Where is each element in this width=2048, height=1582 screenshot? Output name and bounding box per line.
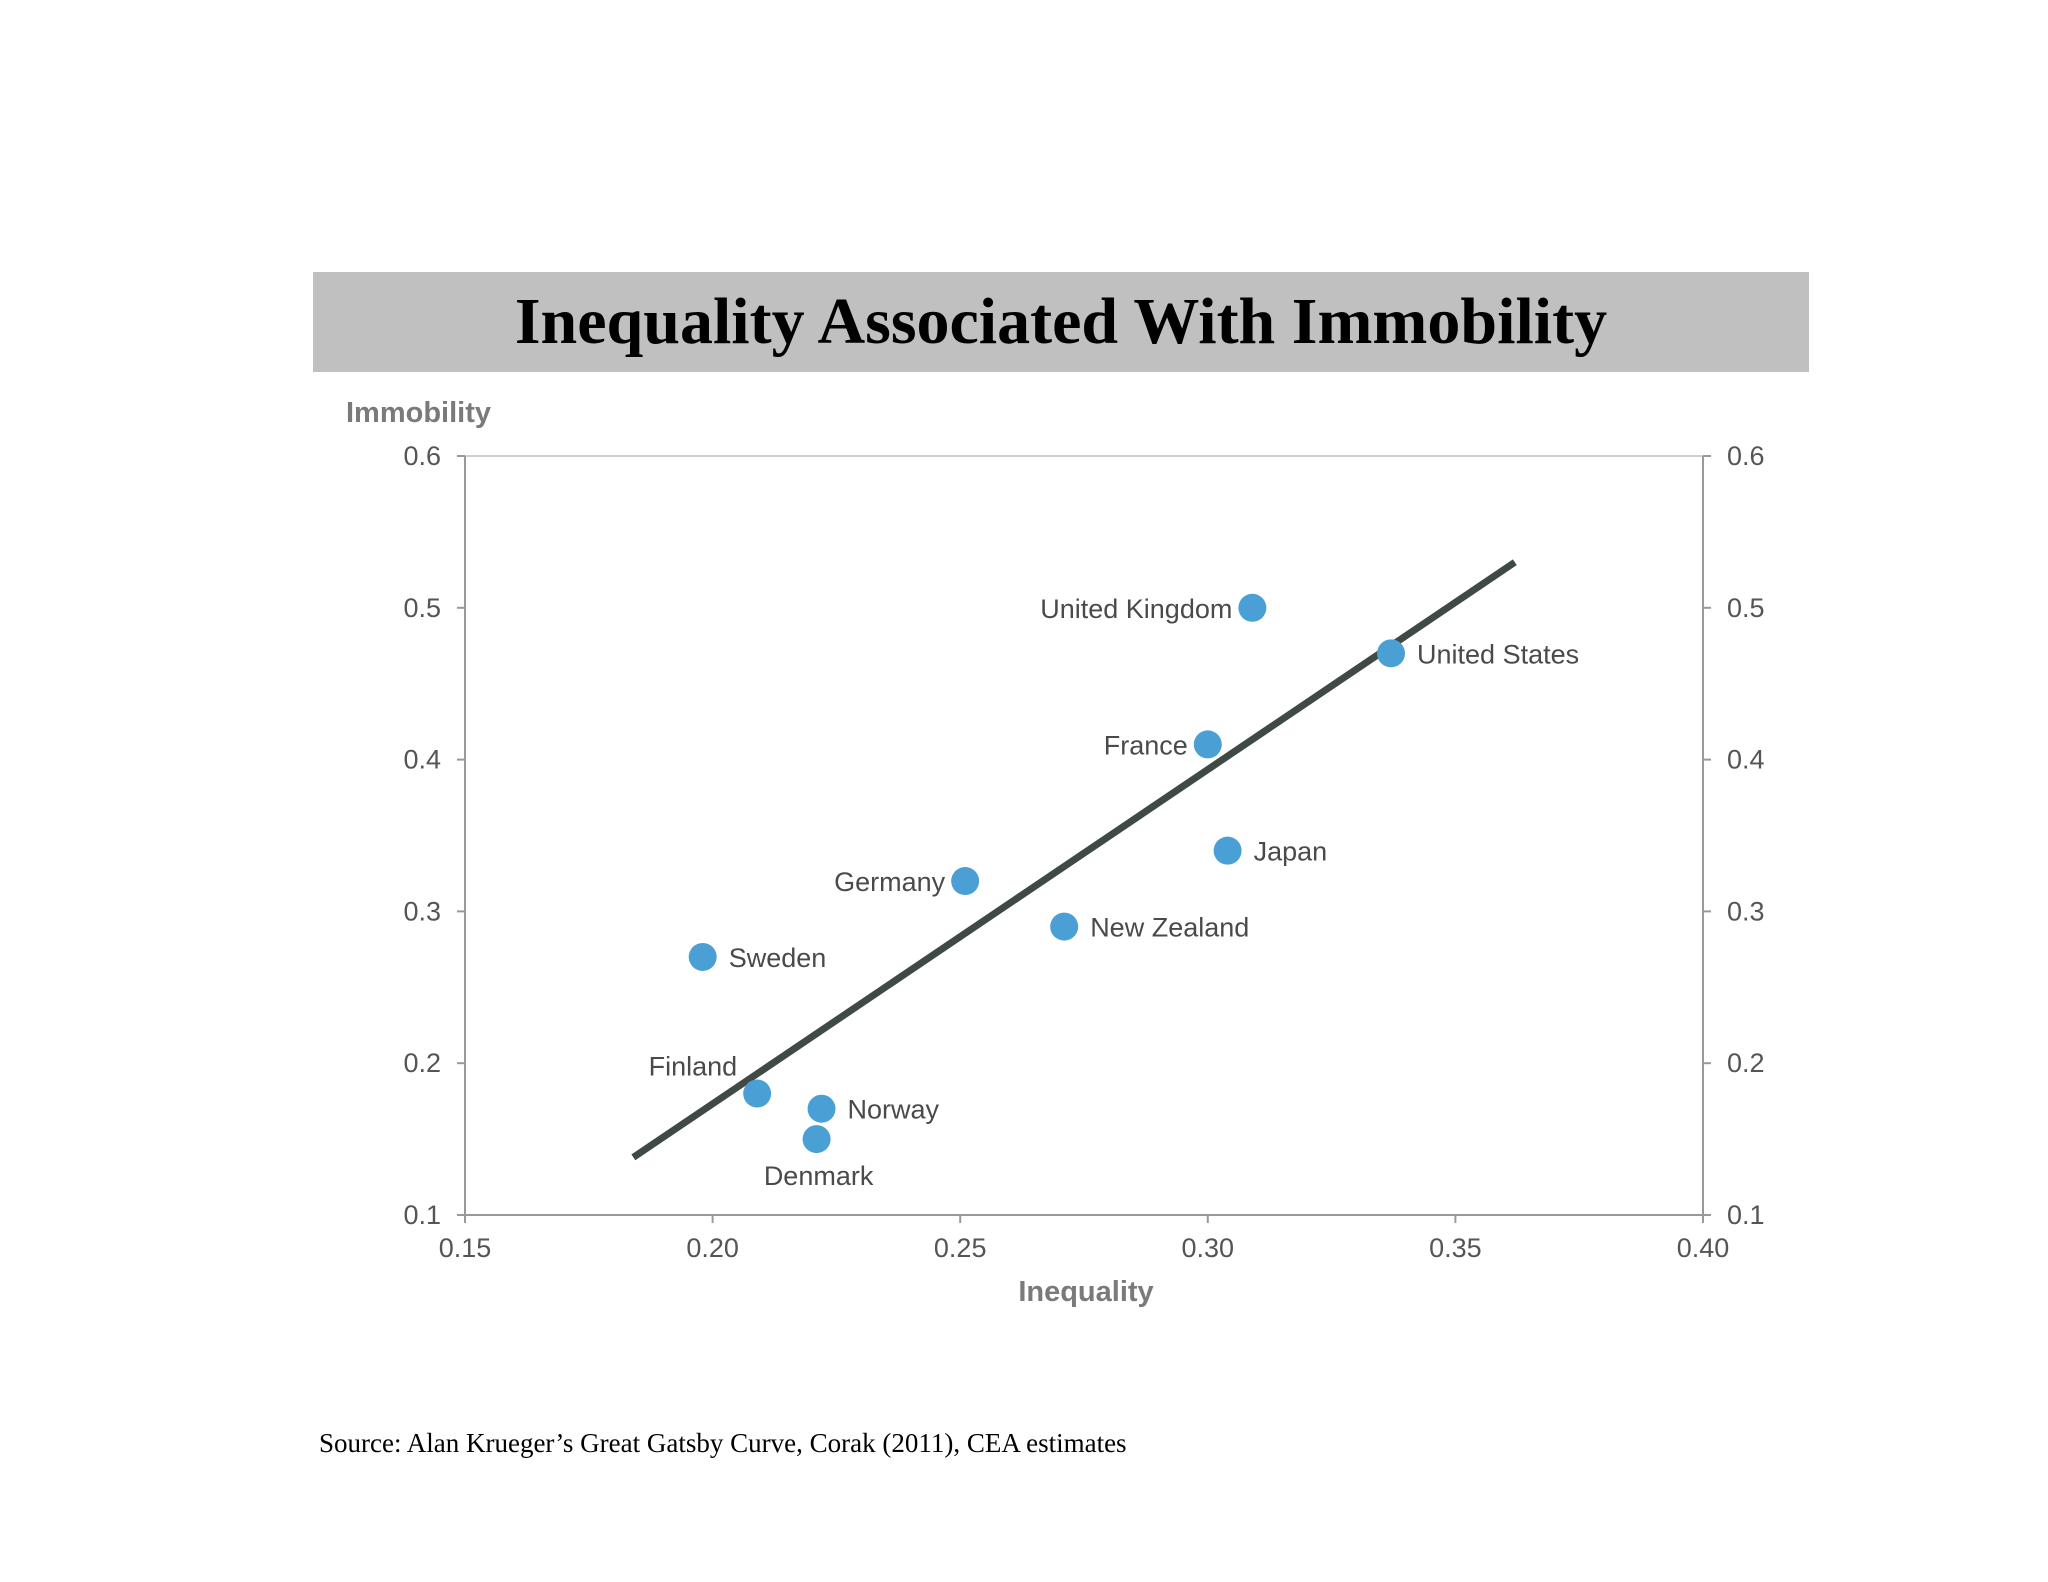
y-tick-label-right: 0.1 (1727, 1200, 1765, 1230)
y-tick-label-left: 0.4 (403, 745, 441, 775)
data-point-label: Germany (834, 867, 946, 897)
data-point-label: United Kingdom (1040, 594, 1232, 624)
y-tick-label-left: 0.6 (403, 441, 441, 471)
data-point-label: Denmark (764, 1161, 874, 1191)
data-point-label: New Zealand (1090, 913, 1249, 943)
x-tick-label: 0.15 (439, 1233, 492, 1263)
y-tick-label-left: 0.5 (403, 593, 441, 623)
y-tick-label-left: 0.3 (403, 896, 441, 926)
x-tick-label: 0.35 (1429, 1233, 1482, 1263)
y-tick-label-left: 0.1 (403, 1200, 441, 1230)
x-tick-label: 0.30 (1182, 1233, 1235, 1263)
x-tick-label: 0.25 (934, 1233, 987, 1263)
chart-title: Inequality Associated With Immobility (514, 285, 1608, 358)
data-point (1193, 730, 1222, 759)
data-point (1213, 836, 1242, 865)
data-point (1050, 912, 1079, 941)
data-point-label: Sweden (729, 943, 827, 973)
y-tick-label-left: 0.2 (403, 1048, 441, 1078)
data-point (1238, 593, 1267, 622)
y-tick-label-right: 0.6 (1727, 441, 1765, 471)
data-point (951, 867, 980, 896)
data-point (743, 1079, 772, 1108)
data-point-label: Norway (848, 1095, 940, 1125)
y-tick-label-right: 0.4 (1727, 745, 1765, 775)
data-point (802, 1125, 831, 1154)
data-point-label: Japan (1254, 837, 1328, 867)
x-axis-title: Inequality (1018, 1276, 1153, 1308)
data-point (807, 1094, 836, 1123)
y-axis-title: Immobility (346, 397, 491, 429)
data-point-label: Finland (649, 1052, 738, 1082)
data-point (1377, 639, 1406, 668)
x-tick-label: 0.40 (1677, 1233, 1730, 1263)
trend-line (631, 559, 1517, 1161)
data-point-label: France (1104, 730, 1188, 760)
y-tick-label-right: 0.2 (1727, 1048, 1765, 1078)
y-tick-label-right: 0.3 (1727, 896, 1765, 926)
x-tick-label: 0.20 (686, 1233, 739, 1263)
title-bar: Inequality Associated With Immobility (313, 272, 1809, 372)
data-point (688, 942, 717, 971)
source-note: Source: Alan Krueger’s Great Gatsby Curv… (319, 1428, 1127, 1458)
y-tick-label-right: 0.5 (1727, 593, 1765, 623)
data-point-label: United States (1417, 639, 1579, 669)
